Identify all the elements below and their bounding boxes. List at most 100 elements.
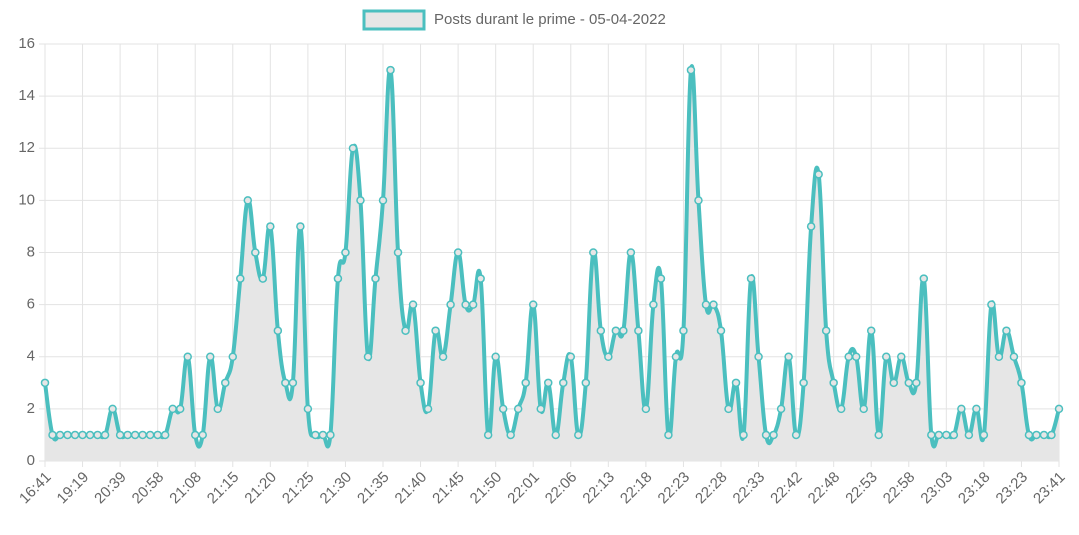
point	[168, 404, 177, 414]
x-tick-label: 22:33	[730, 469, 769, 508]
x-tick-label: 22:28	[692, 469, 731, 508]
x-tick-label: 21:15	[204, 469, 243, 508]
x-tick-label: 22:23	[655, 469, 694, 508]
point	[619, 326, 628, 335]
point	[386, 65, 395, 75]
point	[371, 274, 380, 283]
point	[175, 404, 185, 414]
x-tick-label: 21:50	[467, 469, 506, 508]
x-tick-label: 23:03	[917, 469, 956, 508]
point	[476, 274, 485, 283]
point	[769, 430, 778, 440]
x-tick-label: 23:41	[1030, 469, 1069, 508]
y-tick-label: 16	[18, 35, 35, 52]
point	[401, 326, 410, 335]
point	[942, 430, 951, 440]
point	[348, 144, 358, 153]
point	[799, 378, 808, 388]
point	[791, 430, 801, 440]
point	[904, 378, 914, 388]
point	[491, 352, 500, 361]
point	[806, 222, 816, 231]
point	[1024, 430, 1034, 440]
point	[566, 352, 576, 361]
y-tick-label: 8	[27, 243, 35, 260]
point	[130, 430, 140, 440]
point	[145, 430, 155, 440]
point	[724, 404, 733, 414]
point	[281, 378, 290, 388]
point	[836, 404, 846, 414]
point	[574, 430, 583, 440]
point	[784, 352, 793, 361]
point	[912, 378, 921, 388]
point	[746, 274, 756, 283]
point	[731, 378, 741, 388]
point	[866, 326, 876, 335]
point	[213, 404, 223, 414]
point	[754, 352, 763, 361]
point	[581, 378, 591, 388]
point	[589, 248, 598, 257]
point	[897, 352, 906, 361]
point	[979, 430, 989, 440]
point	[190, 430, 200, 440]
y-tick-label: 4	[27, 348, 35, 365]
y-tick-label: 2	[27, 400, 35, 417]
point	[453, 248, 463, 257]
x-tick-label: 21:20	[241, 469, 280, 508]
point	[431, 326, 440, 335]
x-tick-label: 22:48	[805, 469, 844, 508]
x-tick-label: 22:13	[579, 469, 618, 508]
point	[528, 300, 538, 309]
point	[1009, 352, 1019, 361]
point	[438, 352, 448, 361]
point	[551, 430, 561, 440]
point	[1039, 430, 1049, 440]
point	[927, 430, 936, 440]
point	[318, 430, 328, 440]
point	[536, 404, 545, 414]
x-tick-label: 22:01	[504, 469, 543, 508]
x-tick-label: 23:18	[955, 469, 994, 508]
point	[1032, 430, 1041, 440]
x-tick-label: 22:53	[842, 469, 881, 508]
point	[55, 430, 65, 440]
point	[957, 404, 966, 414]
point	[1017, 378, 1026, 388]
point	[679, 326, 688, 335]
x-tick-label: 19:19	[54, 469, 93, 508]
point	[303, 404, 313, 414]
point	[701, 300, 711, 309]
point	[513, 404, 523, 414]
point	[559, 378, 568, 388]
point	[761, 430, 771, 440]
point	[641, 404, 651, 414]
point	[228, 352, 238, 361]
point	[814, 170, 823, 179]
point	[363, 352, 373, 361]
point	[919, 274, 929, 283]
point	[138, 430, 147, 440]
point	[829, 378, 838, 388]
point	[949, 430, 959, 440]
point	[40, 378, 50, 388]
point	[356, 196, 365, 205]
point	[258, 274, 268, 283]
point	[739, 430, 748, 440]
point	[153, 430, 162, 440]
point	[596, 326, 606, 335]
point	[115, 430, 125, 440]
point	[543, 378, 553, 388]
point	[266, 222, 275, 231]
point	[93, 430, 102, 440]
x-tick-label: 20:39	[91, 469, 130, 508]
point	[205, 352, 215, 361]
y-tick-label: 6	[27, 296, 35, 313]
point	[243, 196, 253, 205]
point	[498, 404, 508, 414]
point	[626, 248, 636, 257]
y-tick-label: 12	[18, 139, 35, 156]
point	[634, 326, 643, 335]
point	[994, 352, 1004, 361]
